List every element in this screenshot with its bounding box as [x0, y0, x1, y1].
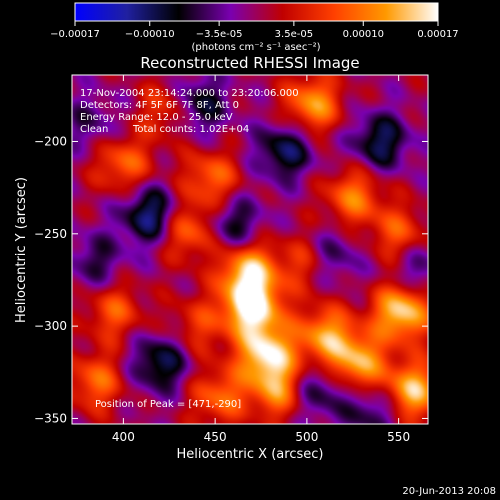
colorbar-tick-label: 0.00010 — [343, 29, 384, 40]
colorbar-gradient — [74, 2, 439, 22]
x-tick-label: 450 — [204, 430, 227, 444]
total-counts-label: Total counts: 1.02E+04 — [132, 124, 249, 135]
x-tick-label: 500 — [295, 430, 318, 444]
peak-position-label: Position of Peak = [471,-290] — [95, 399, 241, 410]
image-annotations: 17-Nov-2004 23:14:24.000 to 23:20:06.000… — [80, 88, 299, 410]
plot-frame — [71, 74, 429, 425]
y-tick-label: −300 — [34, 319, 67, 333]
colorbar-tick-label: 3.5e-05 — [275, 29, 313, 40]
colorbar-tick-label: −3.5e-05 — [196, 29, 243, 40]
y-tick-label: −200 — [34, 134, 67, 148]
y-axis: −350 −300 −250 −200 — [34, 134, 428, 425]
heatmap-raster — [72, 75, 428, 424]
y-axis-title: Heliocentric Y (arcsec) — [14, 177, 29, 323]
x-axis-title: Heliocentric X (arcsec) — [177, 447, 324, 462]
colorbar-tick-label: 0.00017 — [417, 29, 458, 40]
colorbar-ticks: −0.00017 −0.00010 −3.5e-05 3.5e-05 0.00010 0.… — [50, 21, 459, 40]
colorbar: −0.00017 −0.00010 −3.5e-05 3.5e-05 0.00010 0.… — [50, 2, 459, 53]
heatmap-image — [72, 75, 428, 424]
time-range-label: 17-Nov-2004 23:14:24.000 to 23:20:06.000 — [80, 88, 299, 99]
x-axis: 400 450 500 550 — [112, 75, 410, 444]
detectors-label: Detectors: 4F 5F 6F 7F 8F, Att 0 — [80, 100, 239, 111]
footer-date: 20-Jun-2013 20:08 — [402, 486, 496, 497]
chart-title: Reconstructed RHESSI Image — [140, 54, 359, 72]
energy-range-label: Energy Range: 12.0 - 25.0 keV — [80, 112, 233, 123]
x-tick-label: 400 — [112, 430, 135, 444]
algorithm-label: Clean — [80, 124, 108, 135]
y-tick-label: −350 — [34, 411, 67, 425]
y-tick-label: −250 — [34, 227, 67, 241]
colorbar-tick-label: −0.00010 — [125, 29, 175, 40]
colorbar-unit-label: (photons cm⁻² s⁻¹ asec⁻²) — [191, 42, 320, 53]
colorbar-tick-label: −0.00017 — [50, 29, 100, 40]
x-tick-label: 550 — [387, 430, 410, 444]
